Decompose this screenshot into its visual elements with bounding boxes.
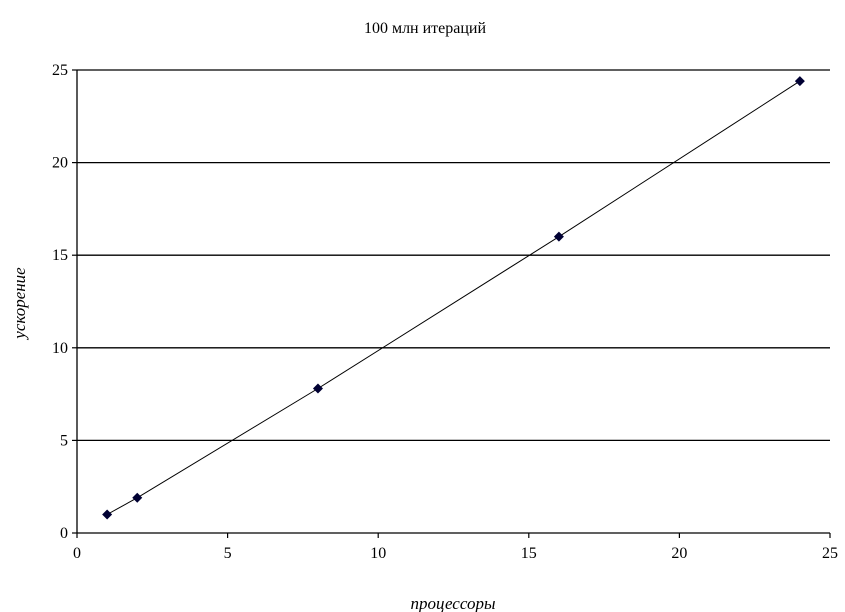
y-tick-label-2: 10 [52, 340, 68, 357]
data-point-0-4 [794, 76, 805, 87]
x-tick-label-2: 10 [370, 545, 386, 562]
x-tick-label-1: 5 [224, 545, 232, 562]
chart-title: 100 млн итераций [364, 20, 487, 37]
series-plot [102, 76, 805, 520]
x-tick-label-4: 20 [671, 545, 687, 562]
y-tick-label-0: 0 [60, 525, 68, 542]
axes [72, 69, 831, 538]
x-tick-label-0: 0 [73, 545, 81, 562]
x-axis-label: процессоры [411, 594, 496, 612]
y-tick-label-5: 25 [52, 62, 68, 79]
y-tick-label-4: 20 [52, 155, 68, 172]
y-tick-label-1: 5 [60, 432, 68, 449]
grid-lines [77, 69, 830, 442]
data-point-0-0 [102, 509, 113, 520]
x-tick-label-3: 15 [521, 545, 537, 562]
y-axis-label: ускорение [10, 267, 29, 341]
y-tick-label-3: 15 [52, 247, 68, 264]
x-tick-label-5: 25 [822, 545, 838, 562]
series-line-0 [106, 80, 801, 515]
data-point-0-2 [312, 383, 323, 394]
data-point-0-1 [132, 492, 143, 503]
tick-labels: 0 5 10 15 20 25 0 5 10 15 20 25 [52, 62, 838, 562]
data-point-0-3 [553, 231, 564, 242]
